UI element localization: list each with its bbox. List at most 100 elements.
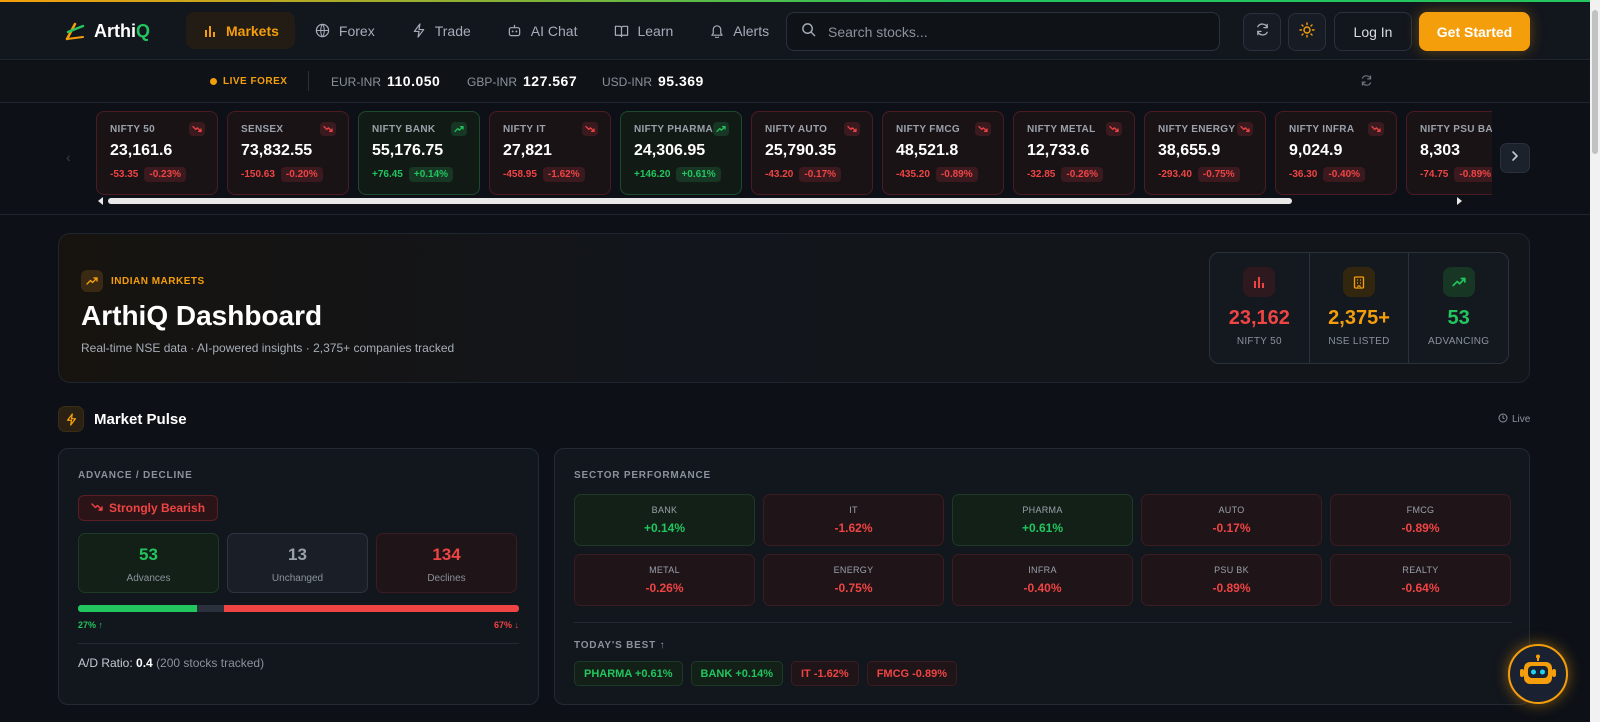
ai-chat-bot-button[interactable] [1508,644,1568,704]
forex-refresh-icon[interactable] [1360,74,1373,92]
nav-learn-label: Learn [637,22,674,39]
index-name: NIFTY 50 [110,124,156,135]
sector-cell-metal[interactable]: METAL -0.26% [574,554,755,606]
index-change-row: -293.40 -0.75% [1158,167,1252,182]
sector-grid: BANK +0.14% IT -1.62% PHARMA +0.61% AUTO -0.17%… [574,494,1512,606]
advances-box: 53 Advances [78,533,219,593]
refresh-icon [1255,22,1270,42]
search-input[interactable] [828,23,1188,40]
index-card[interactable]: NIFTY 50 23,161.6 -53.35 -0.23% [96,111,218,195]
index-card[interactable]: SENSEX 73,832.55 -150.63 -0.20% [227,111,349,195]
sector-cell-fmcg[interactable]: FMCG -0.89% [1330,494,1511,546]
sector-change: -0.40% [1023,581,1062,595]
search-bar[interactable] [786,12,1220,51]
trending-up-icon [1442,267,1475,297]
sector-change: +0.61% [1021,521,1064,535]
trending-down-icon [91,501,103,515]
sector-change: +0.14% [643,521,686,535]
nav-ai-chat[interactable]: AI Chat [491,12,594,49]
index-change: -32.85 [1027,169,1056,180]
index-card[interactable]: NIFTY METAL 12,733.6 -32.85 -0.26% [1013,111,1135,195]
index-card[interactable]: NIFTY BANK 55,176.75 +76.45 +0.14% [358,111,480,195]
index-card[interactable]: NIFTY IT 27,821 -458.95 -1.62% [489,111,611,195]
nav-markets[interactable]: Markets [186,12,295,49]
sector-cell-auto[interactable]: AUTO -0.17% [1141,494,1322,546]
forex-pair-name: GBP-INR [467,75,518,89]
best-sector-chip[interactable]: PHARMA +0.61% [574,661,683,686]
index-change-row: -458.95 -1.62% [503,167,597,182]
refresh-button[interactable] [1243,13,1281,51]
theme-toggle-button[interactable] [1288,13,1326,51]
scroll-right-button[interactable] [1500,143,1530,173]
index-card[interactable]: NIFTY PHARMA 24,306.95 +146.20 +0.61% [620,111,742,195]
index-price: 23,161.6 [110,142,173,159]
index-change-percent: +0.61% [676,167,721,182]
ticker-scrollbar[interactable] [98,197,1492,205]
nav-trade[interactable]: Trade [395,12,487,49]
index-change-row: -53.35 -0.23% [110,167,204,182]
best-sector-chip[interactable]: IT -1.62% [791,661,859,686]
index-price: 12,733.6 [1027,142,1090,159]
index-card[interactable]: NIFTY AUTO 25,790.35 -43.20 -0.17% [751,111,873,195]
ad-ratio-label: A/D Ratio: [78,656,133,670]
chevron-left-icon[interactable]: ‹ [66,149,71,165]
sector-cell-infra[interactable]: INFRA -0.40% [952,554,1133,606]
todays-best-chips: PHARMA +0.61% BANK +0.14% IT -1.62% FMCG -0… [574,661,957,686]
index-name: NIFTY PSU BANK [1420,124,1492,135]
login-button[interactable]: Log In [1334,12,1412,51]
sector-cell-realty[interactable]: REALTY -0.64% [1330,554,1511,606]
forex-pair-eur-inr[interactable]: EUR-INR 110.050 [331,73,440,89]
sector-cell-bank[interactable]: BANK +0.14% [574,494,755,546]
sector-cell-psu-bk[interactable]: PSU BK -0.89% [1141,554,1322,606]
index-card[interactable]: NIFTY ENERGY 38,655.9 -293.40 -0.75% [1144,111,1266,195]
top-navbar: ArthiQ Markets Forex Trade AI Chat Learn… [0,2,1590,60]
bar-chart-icon [1243,267,1276,297]
bell-icon [709,23,725,39]
lightning-icon [58,406,84,432]
sector-cell-pharma[interactable]: PHARMA +0.61% [952,494,1133,546]
nav-forex[interactable]: Forex [299,12,391,49]
trending-up-icon [713,122,729,136]
advance-percent: 27% ↑ [78,620,104,630]
trending-down-icon [975,122,991,136]
forex-pair-value: 127.567 [523,73,578,89]
advance-bar-fill [78,605,197,612]
forex-pair-usd-inr[interactable]: USD-INR 95.369 [602,73,704,89]
index-price: 48,521.8 [896,142,959,159]
best-sector-chip[interactable]: BANK +0.14% [690,661,783,686]
scrollbar-thumb[interactable] [108,198,1292,204]
index-change: -36.30 [1289,169,1318,180]
sector-name: INFRA [1028,565,1057,575]
trending-up-icon [81,270,103,292]
section-title: Market Pulse [94,410,187,428]
sector-change: -1.62% [834,521,873,535]
sector-cell-it[interactable]: IT -1.62% [763,494,944,546]
hero-stats: 23,162 NIFTY 50 2,375+ NSE LISTED 53 ADV… [1209,252,1509,364]
sector-cell-energy[interactable]: ENERGY -0.75% [763,554,944,606]
index-card[interactable]: NIFTY PSU BANK 8,303 -74.75 -0.89% [1406,111,1492,195]
index-card[interactable]: NIFTY INFRA 9,024.9 -36.30 -0.40% [1275,111,1397,195]
sector-change: -0.64% [1401,581,1440,595]
forex-pair-gbp-inr[interactable]: GBP-INR 127.567 [467,73,577,89]
logo[interactable]: ArthiQ [64,20,150,42]
live-forex-badge: LIVE FOREX [210,76,287,87]
stat-value: 2,375+ [1328,307,1390,329]
best-sector-chip[interactable]: FMCG -0.89% [866,661,957,686]
robot-icon [1519,654,1557,695]
scroll-left-arrow[interactable] [98,197,103,205]
nav-alerts[interactable]: Alerts [693,12,785,49]
sector-change: -0.75% [834,581,873,595]
page-scrollbar-thumb[interactable] [1592,10,1598,154]
sector-name: PSU BK [1214,565,1249,575]
index-ticker: ‹ NIFTY 50 23,161.6 -53.35 -0.23% SENSEX 73,8… [0,103,1590,215]
nav-learn[interactable]: Learn [597,12,689,49]
page-scrollbar[interactable] [1590,0,1600,722]
get-started-button[interactable]: Get Started [1419,12,1530,51]
forex-pair-name: EUR-INR [331,75,381,89]
trending-down-icon [320,122,336,136]
live-label: Live [1512,414,1531,425]
hero-badge: INDIAN MARKETS [81,270,205,292]
advances-label: Advances [126,573,171,584]
scroll-right-arrow[interactable] [1457,197,1462,205]
index-card[interactable]: NIFTY FMCG 48,521.8 -435.20 -0.89% [882,111,1004,195]
